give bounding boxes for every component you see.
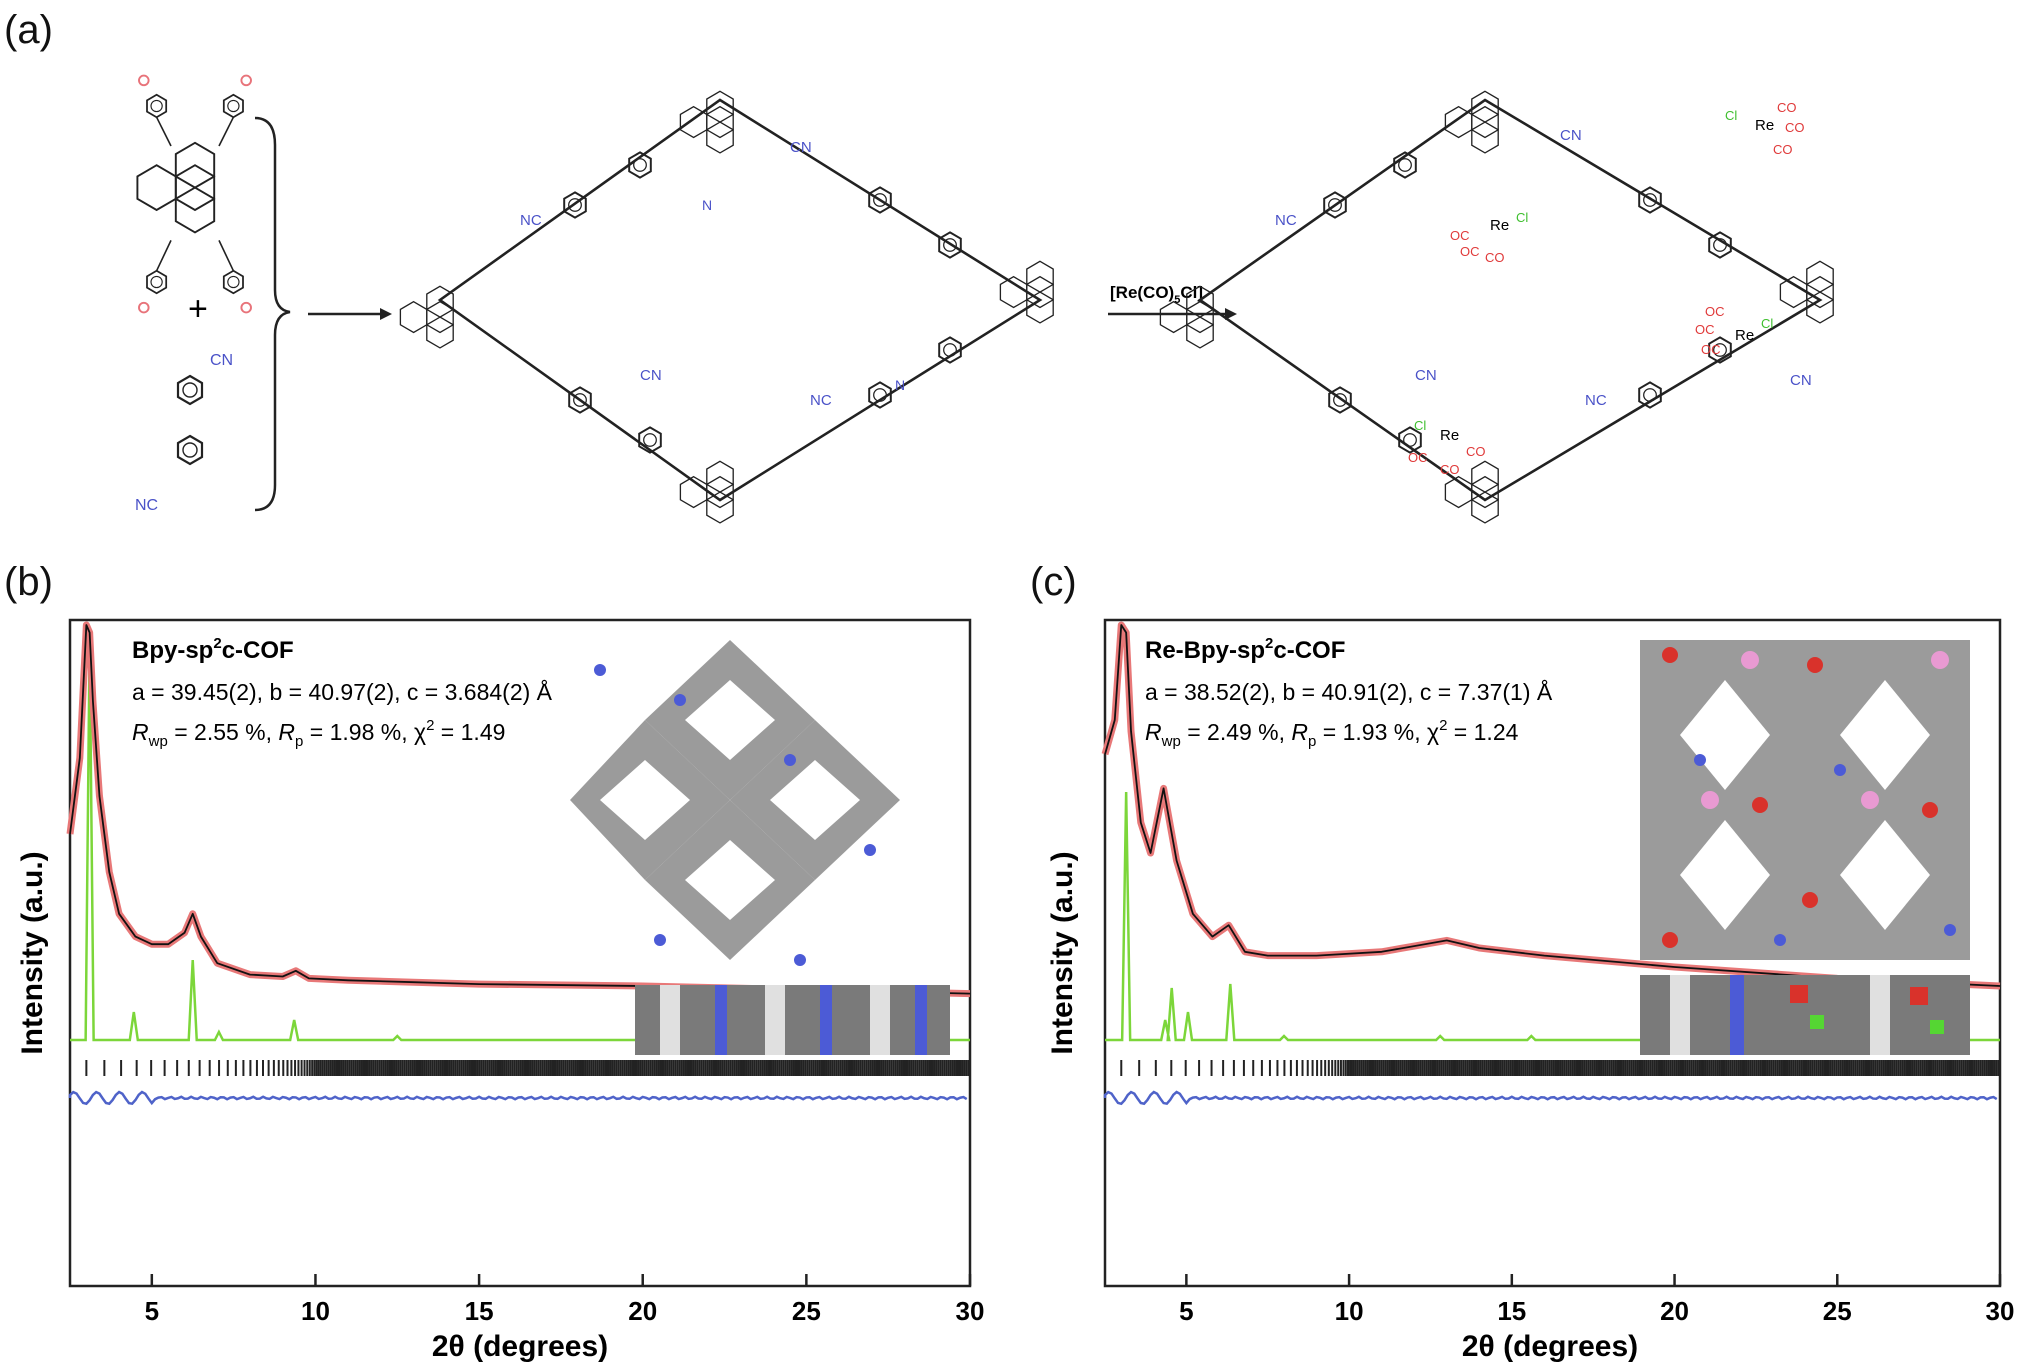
- xrd-plot-c: 5 10 15 20 25 30 2θ (degrees) Intensity (a.u.…: [1046, 618, 2014, 1363]
- cof1-n-2: N: [895, 377, 905, 393]
- plot-c-stats: Rwp = 2.49 %, Rp = 1.93 %, χ2 = 1.24: [1145, 717, 1519, 750]
- svg-text:OC: OC: [1450, 228, 1470, 243]
- reaction-scheme: + CN NC CN NC CN NC N N [Re(CO)5Cl]: [135, 74, 1834, 524]
- re-cof-nc-1: NC: [1275, 212, 1297, 229]
- plot-b-fit-line: [69, 624, 971, 995]
- plot-b-xtick-label-1: 10: [301, 1296, 330, 1326]
- plot-b-simulated-line: [70, 639, 970, 1042]
- plot-c-reflections: [1120, 1060, 2000, 1076]
- plot-c-experimental: [1101, 621, 2001, 990]
- monomer-nc-label: NC: [135, 497, 158, 514]
- plot-c-inset-stack: [1640, 975, 1970, 1055]
- re-cof-cn-3: CN: [1790, 372, 1812, 389]
- plot-b-xtick-label-4: 25: [792, 1296, 821, 1326]
- plot-b-xtick-label-3: 20: [628, 1296, 657, 1326]
- plot-c-xtick-label-4: 25: [1823, 1296, 1852, 1326]
- svg-text:OC: OC: [1701, 342, 1721, 357]
- plot-b-title: Bpy-sp2c-COF: [132, 635, 294, 664]
- re-cof-cn-2: CN: [1415, 367, 1437, 384]
- svg-text:Cl: Cl: [1725, 108, 1737, 123]
- plot-c-inset-framework: [1640, 640, 1970, 960]
- plot-b-difference: [68, 1090, 968, 1106]
- cof1-cn-3: CN: [640, 367, 662, 384]
- re-cof-nc-2: NC: [1585, 392, 1607, 409]
- plot-c-simulated: [1105, 791, 2000, 1042]
- plot-b-difference-line: [68, 1090, 968, 1106]
- re-complex-3: Re Cl OC OC OC: [1695, 304, 1773, 357]
- svg-text:CO: CO: [1773, 142, 1793, 157]
- svg-text:Re: Re: [1440, 427, 1459, 444]
- svg-text:OC: OC: [1695, 322, 1715, 337]
- monomer-aldehyde: [136, 74, 252, 314]
- cof1-n-1: N: [702, 197, 712, 213]
- svg-text:CO: CO: [1777, 100, 1797, 115]
- plot-c-xtick-label-0: 5: [1179, 1296, 1193, 1326]
- svg-text:Re: Re: [1755, 117, 1774, 134]
- svg-text:CO: CO: [1440, 462, 1460, 477]
- plot-b-params: a = 39.45(2), b = 40.97(2), c = 3.684(2)…: [132, 678, 553, 705]
- svg-text:Cl: Cl: [1761, 316, 1773, 331]
- plot-c-ylabel: Intensity (a.u.): [1046, 851, 1079, 1054]
- reagent-label: [Re(CO)5Cl]: [1110, 283, 1203, 306]
- plot-c-xlabel: 2θ (degrees): [1462, 1330, 1638, 1363]
- svg-text:OC: OC: [1408, 450, 1428, 465]
- plot-b-frame: [68, 618, 972, 1288]
- re-cof-cn-1: CN: [1560, 127, 1582, 144]
- plot-b-experimental: [66, 621, 971, 998]
- panel-label-a: (a): [4, 8, 53, 52]
- plot-c-fit-line: [1104, 624, 2001, 987]
- panel-label-c: (c): [1030, 560, 1077, 604]
- monomer-cn-label: CN: [210, 352, 233, 369]
- cof1-cn-2: NC: [520, 212, 542, 229]
- re-complex-1: Re Cl CO CO CO: [1725, 100, 1805, 157]
- plot-b-simulated: [70, 639, 970, 1042]
- plot-b-xlabel: 2θ (degrees): [432, 1330, 608, 1363]
- plot-c-xtick-label-2: 15: [1497, 1296, 1526, 1326]
- svg-text:OC: OC: [1460, 244, 1480, 259]
- svg-text:CO: CO: [1485, 250, 1505, 265]
- plot-b-inset-stack: [635, 985, 950, 1055]
- svg-text:CO: CO: [1466, 444, 1486, 459]
- re-cof-network: Re Cl CO CO CO Re Cl OC OC CO Re Cl OC O…: [1159, 90, 1834, 524]
- svg-text:OC: OC: [1705, 304, 1725, 319]
- cof1-cn-4: NC: [810, 392, 832, 409]
- re-complex-2: Re Cl OC OC CO: [1450, 210, 1528, 265]
- cof1-cn-1: CN: [790, 139, 812, 156]
- plot-c-xtick-label-5: 30: [1986, 1296, 2015, 1326]
- re-complex-4: Re Cl OC CO CO: [1408, 418, 1486, 477]
- svg-text:Re: Re: [1735, 327, 1754, 344]
- xrd-plot-b: 5 10 15 20 25 30 2θ (degrees) Intensity (a.u.…: [16, 618, 985, 1363]
- plot-b-xticks: 5 10 15 20 25 30: [145, 1274, 985, 1326]
- plot-b-xtick-label-0: 5: [145, 1296, 159, 1326]
- plot-b-inset-framework: [570, 640, 900, 966]
- svg-text:CO: CO: [1785, 120, 1805, 135]
- svg-text:Cl: Cl: [1414, 418, 1426, 433]
- plus-sign: +: [188, 290, 208, 328]
- panel-label-b: (b): [4, 560, 53, 604]
- plot-c-difference-line: [1103, 1090, 1998, 1106]
- plot-c-simulated-line: [1105, 791, 2000, 1042]
- plot-b-stats: Rwp = 2.55 %, Rp = 1.98 %, χ2 = 1.49: [132, 717, 505, 750]
- plot-b-xtick-label-2: 15: [465, 1296, 494, 1326]
- plot-b-reflections: [85, 1060, 970, 1076]
- plot-b-ylabel: Intensity (a.u.): [16, 851, 49, 1054]
- plot-c-xticks: 5 10 15 20 25 30: [1179, 1274, 2014, 1326]
- svg-text:Re: Re: [1490, 217, 1509, 234]
- plot-b-xtick-label-5: 30: [956, 1296, 985, 1326]
- plot-c-xtick-label-1: 10: [1335, 1296, 1364, 1326]
- cof-network: CN NC CN NC N N: [399, 90, 1054, 524]
- brace: [254, 116, 291, 512]
- plot-c-title: Re-Bpy-sp2c-COF: [1145, 635, 1345, 664]
- plot-c-frame: [1103, 618, 2002, 1288]
- plot-c-difference: [1103, 1090, 1998, 1106]
- monomer-bipyridine: CN NC: [135, 352, 233, 514]
- svg-text:Cl: Cl: [1516, 210, 1528, 225]
- plot-c-xtick-label-3: 20: [1660, 1296, 1689, 1326]
- plot-c-params: a = 38.52(2), b = 40.91(2), c = 7.37(1) …: [1145, 678, 1553, 705]
